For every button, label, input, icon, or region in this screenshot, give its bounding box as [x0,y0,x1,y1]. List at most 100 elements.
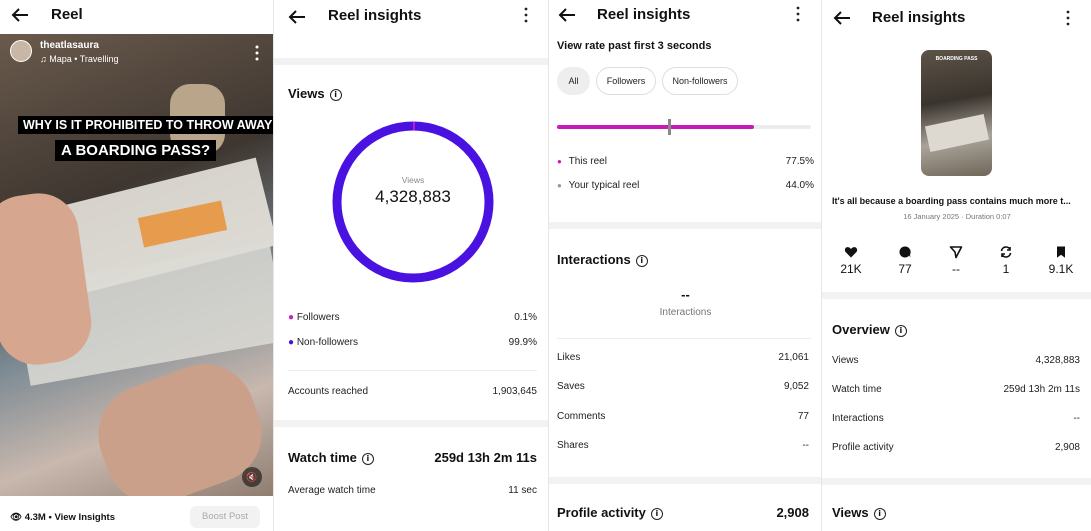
overview-row-label: Profile activity [832,442,894,453]
typical-reel-label: Your typical reel [568,180,640,191]
separator: • [45,512,55,523]
section-divider [274,58,548,65]
interactions-label: Interactions [557,252,631,267]
more-options-icon[interactable] [523,7,529,23]
mute-icon[interactable]: 🔇 [242,467,262,487]
reel-meta: 16 January 2025 · Duration 0:07 [903,212,1011,221]
avg-watch-label: Average watch time [288,485,376,496]
filter-all[interactable]: All [557,67,590,95]
comments-label: Comments [557,411,606,422]
back-arrow-icon[interactable] [832,8,852,28]
accounts-reached-label: Accounts reached [288,386,369,397]
section-divider [549,477,821,484]
username[interactable]: theatlasaura [40,40,99,51]
filter-non-followers[interactable]: Non-followers [662,67,738,95]
followers-legend: ● Followers [288,312,340,323]
heart-icon [844,247,858,258]
boost-post-button[interactable]: Boost Post [190,506,260,528]
overview-row-label: Interactions [832,413,884,424]
info-icon[interactable]: i [329,88,342,101]
reel-thumbnail[interactable]: BOARDING PASS [921,50,992,176]
more-options-icon[interactable] [254,45,260,61]
this-reel-dot: ● [557,157,562,166]
views-section-title: Views i [832,505,886,520]
info-icon[interactable]: i [635,254,648,267]
overview-row-value: 2,908 [1054,442,1080,453]
bookmark-icon [1057,246,1065,258]
non-followers-value: 99.9% [508,337,537,348]
avg-watch-value: 11 sec [508,485,537,496]
shares-value: -- [802,440,809,451]
saves-stat: 9.1K [1048,262,1074,276]
back-arrow-icon[interactable] [557,5,577,25]
comment-icon [899,246,911,258]
interactions-total: -- [681,287,690,302]
this-reel-value: 77.5% [785,156,814,167]
non-followers-label: Non-followers [296,337,358,348]
page-title: Reel insights [872,9,966,26]
accounts-reached-value: 1,903,645 [492,386,538,397]
overview-row-value: 4,328,883 [1035,355,1081,366]
info-icon[interactable]: i [873,507,886,520]
back-arrow-icon[interactable] [10,5,30,25]
typical-reel-legend: ● Your typical reel [557,180,639,191]
overview-title: Overview i [832,322,907,337]
ring-label: Views [401,175,425,185]
page-title: Reel insights [328,7,422,24]
more-options-icon[interactable] [1065,10,1071,26]
views-donut-chart [332,121,494,283]
reel-video[interactable]: theatlasaura ♫ Mapa • Travelling WHY IS … [0,34,273,496]
watch-time-title: Watch time i [288,450,374,465]
info-icon[interactable]: i [650,507,663,520]
reel-insights-interactions-panel: Reel insights View rate past first 3 sec… [548,0,821,531]
profile-activity-value: 2,908 [776,505,809,520]
views-section-title: Views i [288,86,342,101]
this-reel-label: This reel [568,156,607,167]
avatar[interactable] [10,40,32,62]
followers-ring [332,121,494,283]
info-icon[interactable]: i [894,324,907,337]
more-options-icon[interactable] [795,6,801,22]
overview-label: Overview [832,322,890,337]
interactions-sub: Interactions [659,307,712,318]
ring-value: 4,328,883 [375,187,451,206]
interactions-title: Interactions i [557,252,648,267]
non-followers-dot: ● [288,337,295,348]
send-icon [949,246,963,259]
reel-caption: It's all because a boarding pass contain… [832,196,1071,206]
thumbnail-boarding-pass [924,114,990,152]
watch-time-value: 259d 13h 2m 11s [434,450,537,465]
reel-viewer-panel: Reel theatlasaura ♫ Mapa • Travelling WH… [0,0,273,531]
view-rate-title: View rate past first 3 seconds [557,40,712,52]
section-divider [274,420,548,427]
page-title: Reel [51,6,83,23]
section-divider [822,292,1091,299]
view-insights-link[interactable]: 👁 4.3M • View Insights [10,512,115,523]
info-icon[interactable]: i [361,452,374,465]
this-reel-legend: ● This reel [557,156,607,167]
shares-stat: -- [952,262,960,276]
thumbnail-text: BOARDING PASS [935,56,978,62]
profile-activity-title: Profile activity i [557,505,663,520]
section-divider [822,478,1091,485]
followers-value: 0.1% [514,312,537,323]
views-section-label: Views [832,505,869,520]
profile-activity-label: Profile activity [557,505,646,520]
likes-stat: 21K [840,262,862,276]
typical-reel-marker [667,119,671,135]
saves-label: Saves [557,381,585,392]
saves-value: 9,052 [783,381,809,392]
row-divider [557,338,811,339]
shares-label: Shares [557,440,589,451]
followers-dot: ● [288,312,295,323]
overview-row-label: Watch time [832,384,882,395]
back-arrow-icon[interactable] [287,7,307,27]
row-divider [288,370,537,371]
filter-followers[interactable]: Followers [596,67,656,95]
repost-icon [1000,246,1012,258]
view-rate-track [557,119,811,135]
caption-line-1: WHY IS IT PROHIBITED TO THROW AWAY [18,116,273,134]
likes-label: Likes [557,352,581,363]
likes-value: 21,061 [778,352,809,363]
overview-row-value: 259d 13h 2m 11s [1003,384,1080,395]
